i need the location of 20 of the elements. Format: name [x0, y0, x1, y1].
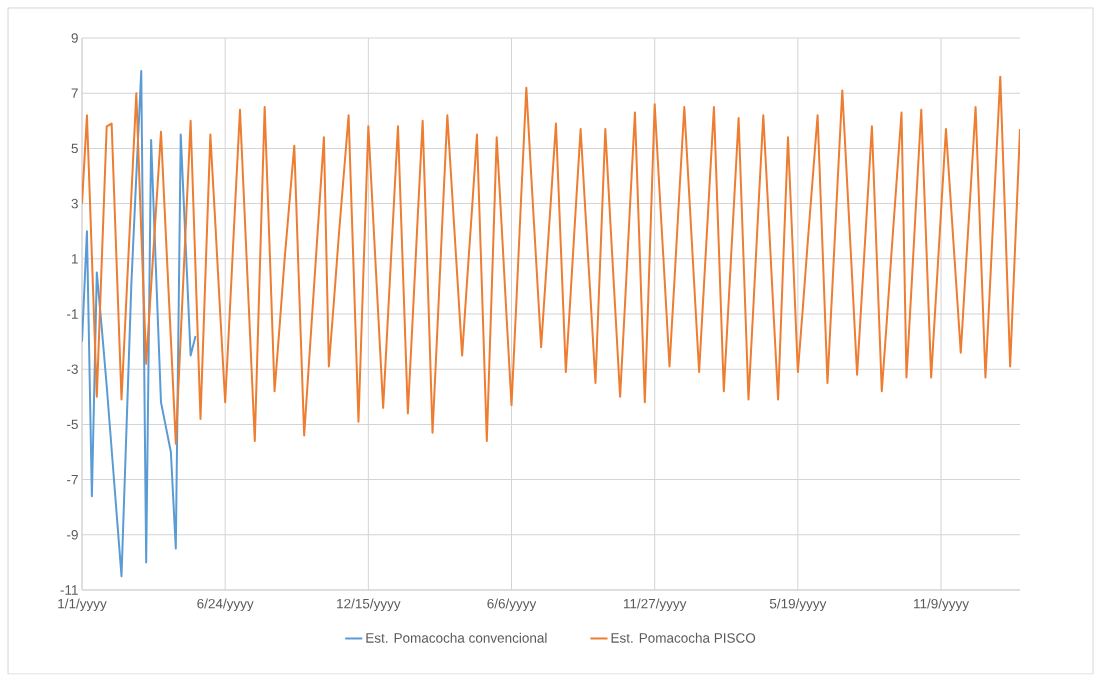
y-tick-label: -11	[60, 585, 78, 595]
x-tick-label: 11/9/yyyy	[914, 598, 970, 612]
y-tick-label: -7	[67, 474, 78, 485]
x-tick-label: 11/27/yyyy	[623, 598, 687, 612]
y-tick-label: -1	[67, 309, 78, 319]
legend-label: Est. Pomacocha convencional	[366, 632, 547, 643]
x-tick-label: 6/6/yyyy	[487, 598, 537, 612]
legend-label: Est. Pomacocha PISCO	[611, 632, 756, 643]
x-tick-label: 12/15/yyyy	[337, 598, 401, 612]
y-tick-label: 1	[72, 254, 78, 264]
y-tick-label: -5	[67, 419, 78, 430]
x-tick-label: 1/1/yyyy	[58, 598, 107, 612]
y-tick-label: 9	[71, 33, 78, 43]
y-tick-label: 7	[71, 88, 78, 98]
y-tick-label: -3	[67, 364, 78, 374]
x-tick-label: 6/24/yyyy	[197, 598, 254, 612]
x-tick-label: 5/19/yyyy	[769, 598, 827, 612]
y-tick-label: 5	[71, 143, 78, 154]
y-tick-label: 3	[71, 198, 78, 209]
y-tick-label: -9	[67, 530, 78, 540]
